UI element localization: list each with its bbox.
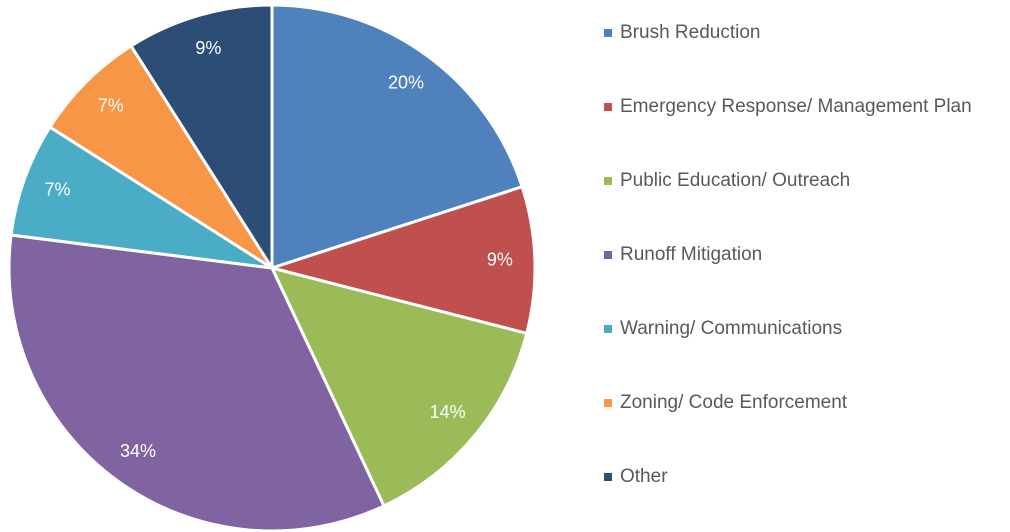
legend-label: Public Education/ Outreach — [620, 170, 851, 191]
pie-slice — [9, 125, 273, 270]
data-label: 7% — [44, 180, 70, 200]
legend-label: Warning/ Communications — [620, 318, 843, 339]
legend-item: Public Education/ Outreach — [604, 168, 1004, 194]
pie-slice — [269, 265, 529, 508]
data-label: 9% — [195, 38, 221, 58]
legend-item: Emergency Response/ Management Plan — [604, 94, 1004, 120]
legend-swatch — [604, 399, 612, 407]
legend-label: Other — [620, 466, 668, 487]
legend-item: Zoning/ Code Enforcement — [604, 390, 1004, 416]
data-label: 7% — [98, 96, 124, 116]
data-label: 14% — [430, 402, 466, 422]
legend-swatch — [604, 251, 612, 259]
legend-item: Other — [604, 464, 1004, 490]
legend-label: Brush Reduction — [620, 22, 761, 43]
legend-label: Runoff Mitigation — [620, 244, 763, 265]
pie-slice — [129, 3, 274, 274]
legend-label: Zoning/ Code Enforcement — [620, 392, 848, 413]
legend-item: Warning/ Communications — [604, 316, 1004, 342]
legend-swatch — [604, 29, 612, 37]
pie-slice — [47, 43, 274, 270]
legend-swatch — [604, 103, 612, 111]
data-label: 9% — [487, 250, 513, 270]
legend-swatch — [604, 325, 612, 333]
data-label: 20% — [388, 72, 424, 92]
data-label: 34% — [120, 441, 156, 461]
chart: 20% 9% 14% 34% 7% 7% 9% — [7, 3, 537, 532]
legend-label: Emergency Response/ Management Plan — [620, 96, 972, 117]
pie-slice — [270, 3, 525, 271]
legend-swatch — [604, 177, 612, 185]
pie-slice — [7, 233, 386, 532]
legend-item: Runoff Mitigation — [604, 242, 1004, 268]
legend-item: Brush Reduction — [604, 20, 1004, 46]
pie-slice — [266, 184, 537, 336]
legend-swatch — [604, 473, 612, 481]
